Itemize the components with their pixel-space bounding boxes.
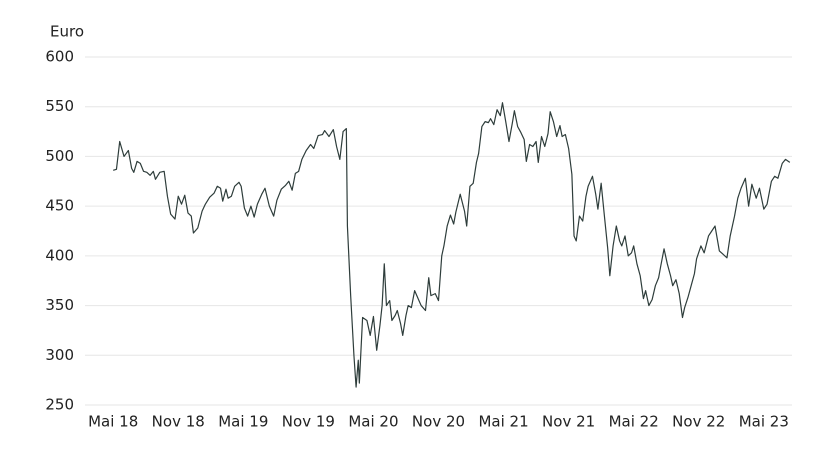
y-tick-label: 250 [45,396,74,414]
x-tick-label: Nov 18 [152,413,205,431]
y-tick-label: 400 [45,246,74,264]
y-axis-label: Euro [50,23,84,41]
y-tick-label: 300 [45,346,74,364]
y-tick-label: 350 [45,296,74,314]
x-tick-label: Mai 18 [88,413,138,431]
x-tick-label: Nov 21 [542,413,595,431]
y-tick-label: 600 [45,48,74,66]
y-tick-label: 500 [45,147,74,165]
x-tick-label: Mai 19 [218,413,268,431]
x-tick-label: Mai 22 [609,413,659,431]
x-tick-label: Nov 19 [282,413,335,431]
price-line [113,102,791,388]
x-tick-label: Mai 21 [478,413,528,431]
x-tick-label: Nov 20 [412,413,465,431]
x-tick-label: Mai 20 [348,413,398,431]
x-tick-label: Nov 22 [672,413,725,431]
x-tick-label: Mai 23 [739,413,789,431]
y-tick-label: 550 [45,97,74,115]
y-tick-label: 450 [45,197,74,215]
